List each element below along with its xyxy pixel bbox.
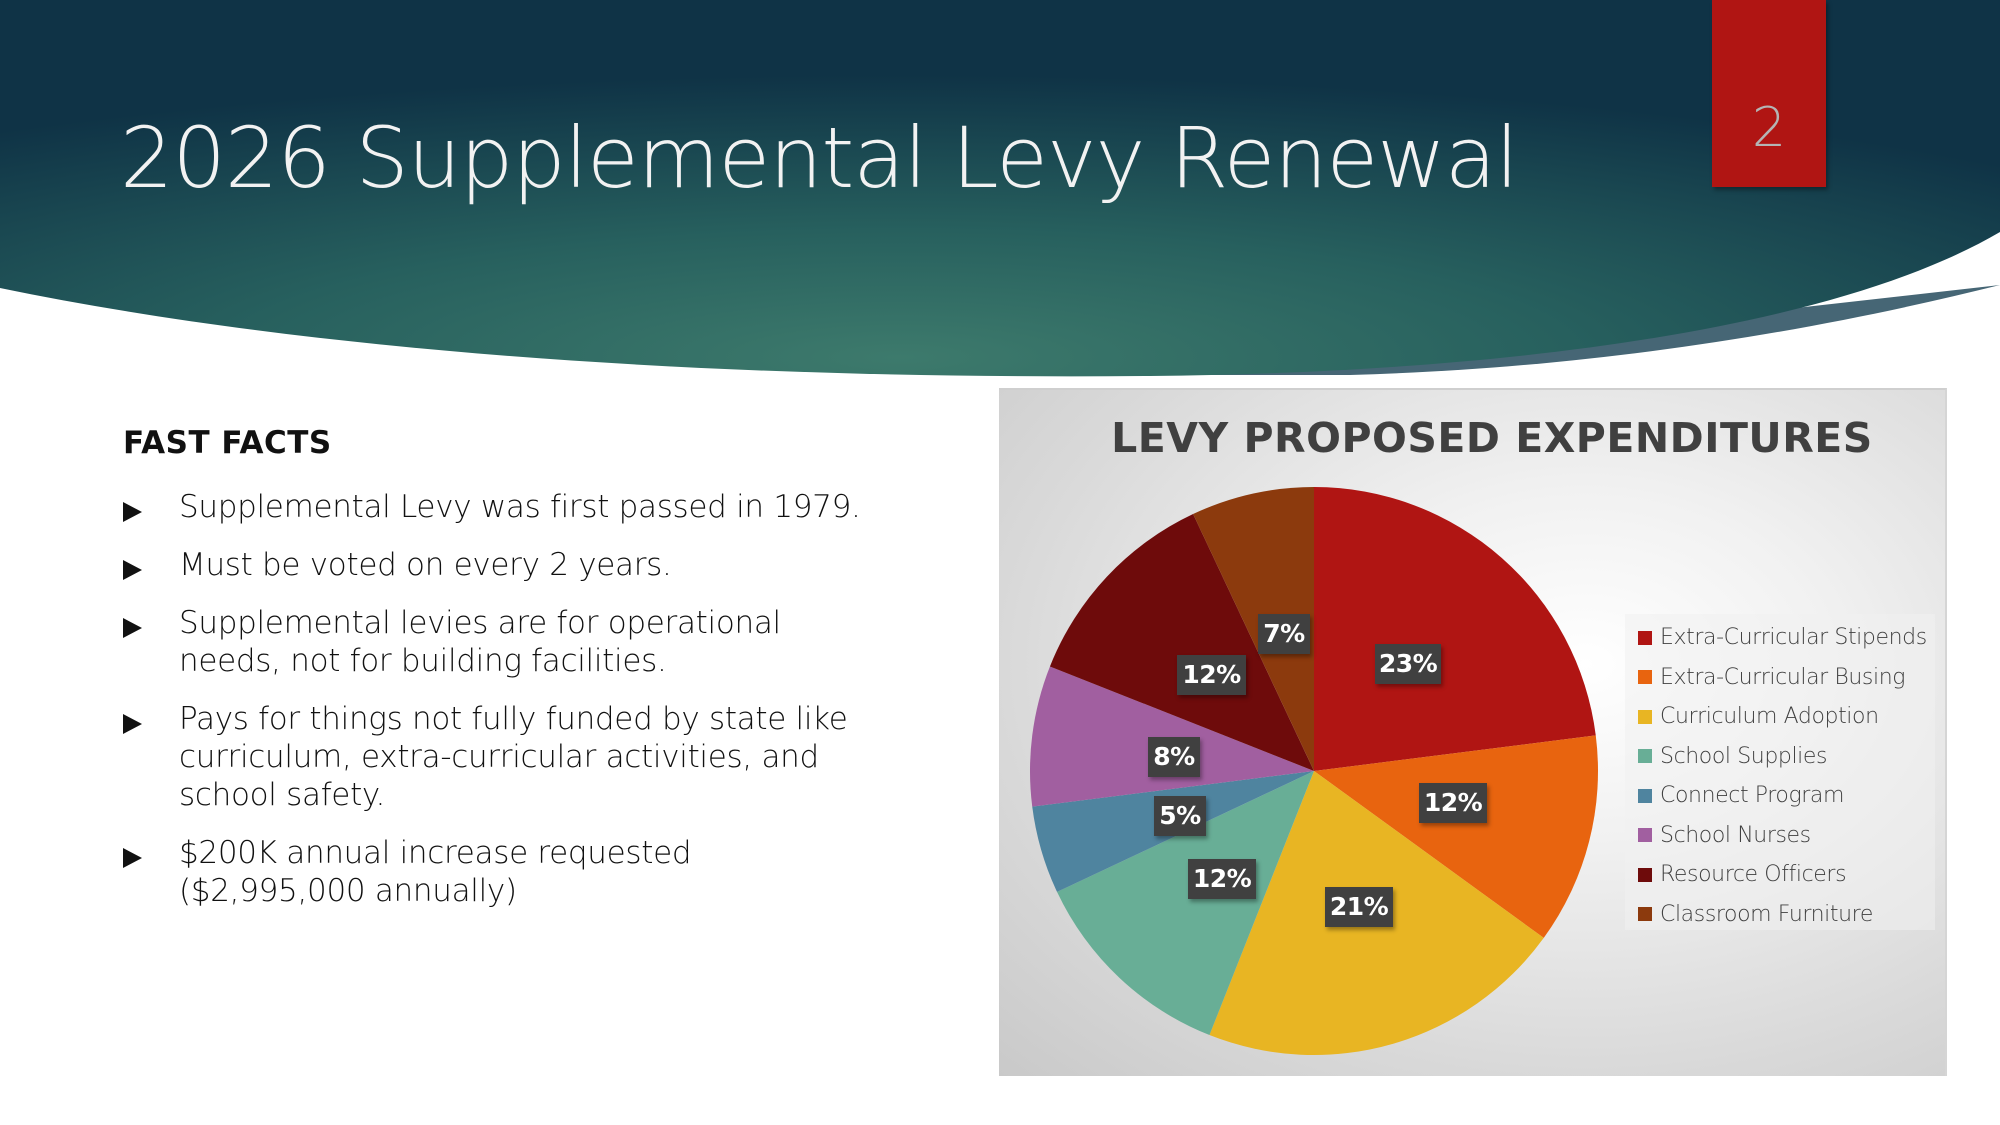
fact-text: Must be voted on every 2 years. bbox=[179, 547, 672, 583]
legend-label: Resource Officers bbox=[1660, 862, 1847, 888]
legend-item: School Supplies bbox=[1625, 737, 1935, 777]
data-label: 23% bbox=[1375, 644, 1441, 684]
legend-item: Resource Officers bbox=[1625, 855, 1935, 895]
legend-swatch-icon bbox=[1638, 788, 1652, 803]
page-number-tab: 2 bbox=[1712, 0, 1826, 187]
fact-item: $200K annual increase requested ($2,995,… bbox=[123, 834, 943, 910]
right-triangle-icon bbox=[123, 714, 142, 734]
pie-slice bbox=[1029, 666, 1314, 807]
pie-slice bbox=[1193, 487, 1314, 771]
data-label: 12% bbox=[1419, 783, 1487, 823]
header-background bbox=[0, 0, 2000, 377]
legend-swatch-icon bbox=[1638, 670, 1652, 685]
legend-label: School Nurses bbox=[1660, 822, 1811, 848]
legend-label: Extra-Curricular Busing bbox=[1660, 664, 1906, 690]
chart-legend: Extra-Curricular Stipends Extra-Curricula… bbox=[1625, 614, 1935, 930]
fast-facts-heading: FAST FACTS bbox=[123, 425, 332, 461]
fact-text: Supplemental levies are for operational … bbox=[179, 605, 781, 679]
legend-item: Classroom Furniture bbox=[1625, 895, 1935, 935]
fact-item: Must be voted on every 2 years. bbox=[123, 546, 943, 584]
fact-item: Pays for things not fully funded by stat… bbox=[123, 700, 943, 814]
legend-item: Connect Program bbox=[1625, 776, 1935, 816]
fact-text: Supplemental Levy was first passed in 19… bbox=[179, 489, 861, 525]
legend-swatch-icon bbox=[1638, 867, 1652, 882]
data-label: 21% bbox=[1325, 887, 1393, 927]
fact-text: Pays for things not fully funded by stat… bbox=[179, 701, 848, 813]
legend-label: Classroom Furniture bbox=[1660, 901, 1873, 927]
right-triangle-icon bbox=[123, 502, 142, 522]
legend-swatch-icon bbox=[1638, 907, 1652, 922]
legend-label: Extra-Curricular Stipends bbox=[1660, 625, 1927, 651]
right-triangle-icon bbox=[123, 618, 142, 638]
right-triangle-icon bbox=[123, 560, 142, 580]
fact-item: Supplemental Levy was first passed in 19… bbox=[123, 488, 943, 526]
legend-label: Connect Program bbox=[1660, 783, 1845, 809]
data-label: 8% bbox=[1148, 737, 1200, 777]
data-label: 12% bbox=[1177, 655, 1246, 695]
pie-slice bbox=[1049, 514, 1314, 771]
pie-slice bbox=[1057, 771, 1314, 1036]
legend-label: Curriculum Adoption bbox=[1660, 704, 1879, 730]
data-label: 5% bbox=[1154, 796, 1206, 836]
expenditures-pie-chart: LEVY PROPOSED EXPENDITURES 23% 12% 21% 12% 5… bbox=[999, 388, 1947, 1076]
data-label: 7% bbox=[1258, 614, 1310, 654]
fact-item: Supplemental levies are for operational … bbox=[123, 604, 943, 680]
chart-title: LEVY PROPOSED EXPENDITURES bbox=[1111, 414, 1873, 462]
pie-slice bbox=[1314, 487, 1596, 771]
slide-title: 2026 Supplemental Levy Renewal bbox=[120, 109, 1519, 207]
legend-item: Curriculum Adoption bbox=[1625, 697, 1935, 737]
legend-swatch-icon bbox=[1638, 630, 1652, 645]
legend-label: School Supplies bbox=[1660, 743, 1828, 769]
legend-item: School Nurses bbox=[1625, 816, 1935, 856]
fast-facts-section: FAST FACTS Supplemental Levy was first p… bbox=[123, 420, 943, 930]
fact-text: $200K annual increase requested ($2,995,… bbox=[179, 835, 692, 909]
data-label: 12% bbox=[1188, 859, 1256, 899]
right-triangle-icon bbox=[123, 848, 142, 868]
legend-swatch-icon bbox=[1638, 749, 1652, 764]
page-number: 2 bbox=[1751, 96, 1787, 159]
legend-swatch-icon bbox=[1638, 709, 1652, 724]
legend-swatch-icon bbox=[1638, 828, 1652, 843]
legend-item: Extra-Curricular Busing bbox=[1625, 658, 1935, 698]
pie-slice bbox=[1314, 735, 1598, 938]
legend-item: Extra-Curricular Stipends bbox=[1625, 618, 1935, 658]
